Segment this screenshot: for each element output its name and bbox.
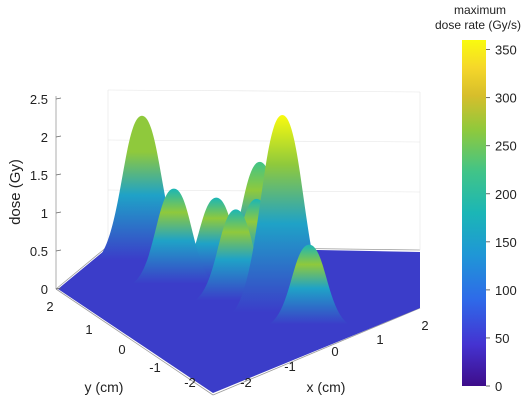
x-tick-label: 0	[331, 344, 338, 359]
z-tick-mark	[55, 211, 62, 214]
x-tick-label: 1	[376, 332, 383, 347]
z-axis-ticks: 0 0.5 1 1.5 2 2.5	[30, 92, 62, 297]
x-axis-label: x (cm)	[307, 379, 346, 395]
z-axis-label: dose (Gy)	[7, 159, 24, 225]
colorbar-tick-label: 0	[495, 379, 502, 394]
z-tick-label: 0.5	[30, 244, 48, 259]
colorbar-tick-label: 250	[495, 139, 517, 154]
colorbar-tick-label: 50	[495, 331, 509, 346]
z-tick-label: 1.5	[30, 168, 48, 183]
y-tick-label: -2	[184, 375, 196, 390]
dose-peak	[268, 244, 350, 325]
y-axis-label: y (cm)	[85, 379, 124, 395]
z-tick-mark	[55, 287, 62, 290]
x-tick-label: -1	[284, 359, 296, 374]
colorbar: maximum dose rate (Gy/s) 350 300 250 200 150…	[435, 3, 521, 394]
z-tick-label: 2.5	[30, 92, 48, 107]
y-tick-label: 1	[85, 322, 92, 337]
colorbar-tick-label: 350	[495, 43, 517, 58]
colorbar-title-line1: maximum	[454, 3, 506, 17]
y-tick-label: 2	[46, 299, 53, 314]
z-tick-label: 0	[41, 282, 48, 297]
x-axis-ticks: -2 -1 0 1 2	[240, 318, 428, 390]
dose-surface	[58, 115, 420, 393]
colorbar-tick-label: 100	[495, 283, 517, 298]
colorbar-tick-label: 150	[495, 235, 517, 250]
y-tick-label: -1	[149, 360, 161, 375]
x-tick-label: -2	[240, 375, 252, 390]
y-axis-ticks: 2 1 0 -1 -2	[46, 299, 195, 390]
y-tick-label: 0	[118, 342, 125, 357]
dose-peak	[132, 188, 216, 284]
colorbar-title-line2: dose rate (Gy/s)	[435, 18, 521, 32]
z-tick-label: 1	[41, 206, 48, 221]
z-tick-mark	[55, 249, 62, 252]
colorbar-ticks: 350 300 250 200 150 100 50 0	[486, 43, 517, 394]
colorbar-scale	[462, 40, 486, 386]
colorbar-tick-label: 200	[495, 187, 517, 202]
colorbar-tick-label: 300	[495, 91, 517, 106]
x-tick-label: 2	[421, 318, 428, 333]
z-tick-mark	[55, 135, 62, 138]
z-tick-mark	[55, 173, 62, 176]
z-tick-label: 2	[41, 130, 48, 145]
z-tick-mark	[55, 97, 62, 100]
